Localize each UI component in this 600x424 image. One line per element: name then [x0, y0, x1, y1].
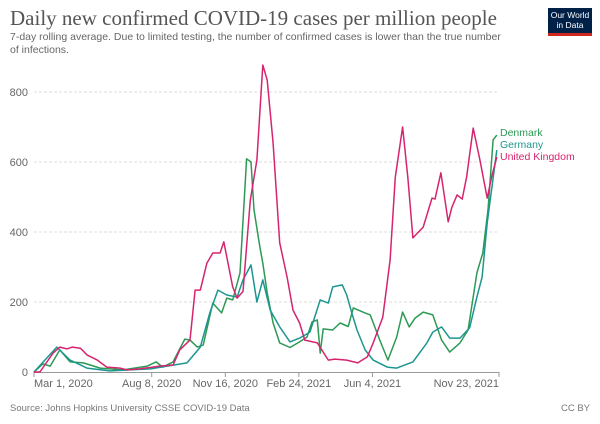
y-tick-label: 200: [10, 297, 28, 309]
series-line-denmark: [33, 134, 498, 373]
chart-subtitle: 7-day rolling average. Due to limited te…: [10, 31, 501, 56]
x-tick-label: Feb 24, 2021: [266, 378, 331, 390]
y-tick-label: 600: [10, 157, 28, 169]
line-chart: 0 200 400 600 800 Mar 1, 2020 Aug 8, 2020 Nov …: [10, 64, 500, 390]
legend-germany[interactable]: Germany: [500, 139, 544, 151]
x-axis: Mar 1, 2020 Aug 8, 2020 Nov 16, 2020 Feb 24…: [33, 372, 500, 390]
legend-united-kingdom[interactable]: United Kingdom: [500, 151, 575, 163]
y-tick-label: 400: [10, 227, 28, 239]
x-tick-label: Jun 4, 2021: [344, 378, 402, 390]
series-lines: [33, 64, 498, 373]
series-line-germany: [33, 150, 498, 373]
gridlines: [34, 91, 499, 303]
x-tick-label: Nov 23, 2021: [434, 378, 499, 390]
y-tick-label: 800: [10, 87, 28, 99]
y-tick-label: 0: [22, 367, 28, 379]
x-tick-label: Aug 8, 2020: [122, 378, 181, 390]
y-axis: 0 200 400 600 800: [10, 87, 28, 379]
series-line-united-kingdom: [34, 64, 498, 373]
license-label[interactable]: CC BY: [560, 403, 590, 414]
x-tick-label: Nov 16, 2020: [193, 378, 258, 390]
owid-logo[interactable]: Our World in Data: [548, 8, 592, 36]
source-note[interactable]: Source: Johns Hopkins University CSSE CO…: [10, 403, 250, 414]
chart-title: Daily new confirmed COVID-19 cases per m…: [10, 6, 497, 30]
x-tick-label: Mar 1, 2020: [34, 378, 93, 390]
legend-denmark[interactable]: Denmark: [500, 127, 543, 139]
